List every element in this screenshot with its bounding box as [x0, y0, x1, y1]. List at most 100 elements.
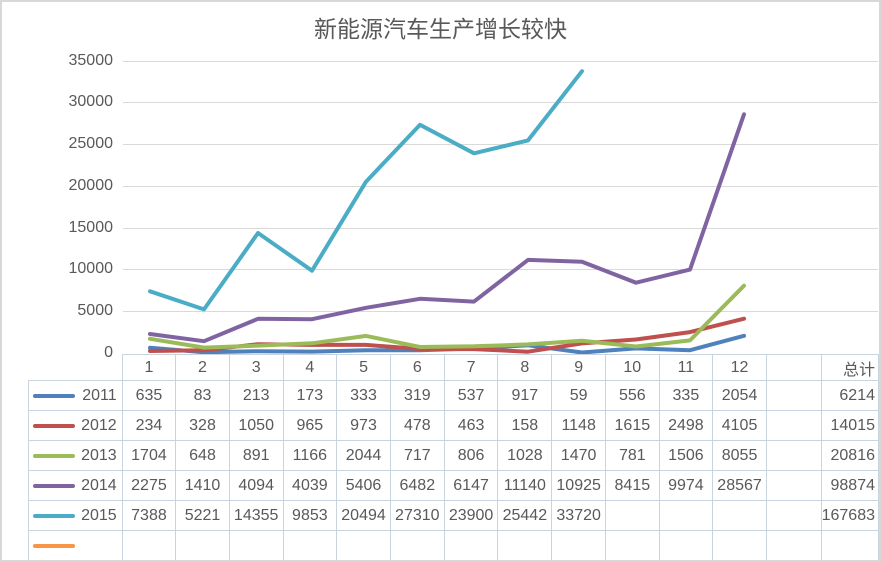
table-cell: 59	[551, 380, 607, 411]
table-cell: 1410	[175, 470, 230, 501]
table-cell: 328	[175, 410, 230, 441]
table-cell: 33720	[551, 500, 607, 531]
chart-data-table: 1 2 3 4 5 6 7 8 9 10 11 12 总计 2011 635 83 213 173 333 319 53…	[28, 354, 879, 560]
y-axis-tick-label: 0	[104, 344, 113, 361]
table-cell: 8415	[605, 470, 660, 501]
table-col-header: 1	[121, 354, 177, 381]
table-cell: 1704	[121, 440, 177, 471]
table-row	[28, 530, 879, 560]
table-cell: 4094	[228, 470, 284, 501]
table-row: 2011 635 83 213 173 333 319 537 917 59 556 335 2054 6…	[28, 380, 879, 411]
table-cell: 463	[443, 410, 499, 441]
y-axis-tick-label: 20000	[68, 176, 114, 194]
table-row: 2013 1704 648 891 1166 2044 717 806 1028 1470 781 1…	[28, 440, 879, 471]
table-cell	[712, 500, 767, 531]
table-cell-total: 14015	[820, 410, 879, 441]
table-cell: 965	[282, 410, 338, 441]
table-cell: 335	[658, 380, 714, 411]
table-cell: 1028	[497, 440, 553, 471]
table-cell: 556	[605, 380, 660, 411]
table-cell: 1050	[228, 410, 284, 441]
table-cell	[497, 530, 553, 560]
table-cell: 1166	[282, 440, 338, 471]
table-cell: 27310	[389, 500, 445, 531]
table-col-header: 5	[336, 354, 391, 381]
table-cell	[228, 530, 284, 560]
table-col-header: 8	[497, 354, 553, 381]
table-cell: 9853	[282, 500, 338, 531]
table-cell-total	[820, 530, 879, 560]
table-cell: 234	[121, 410, 177, 441]
table-cell: 9974	[658, 470, 714, 501]
series-line-2015	[148, 69, 584, 312]
table-cell	[282, 530, 338, 560]
table-cell: 2044	[336, 440, 391, 471]
y-axis-tick-label: 15000	[68, 218, 114, 236]
table-cell: 6147	[443, 470, 499, 501]
table-cell: 7388	[121, 500, 177, 531]
table-cell: 213	[228, 380, 284, 411]
table-col-header: 12	[712, 354, 767, 381]
table-cell	[658, 530, 714, 560]
table-cell-total: 20816	[820, 440, 879, 471]
legend-cell: 2013	[28, 440, 123, 471]
table-cell: 478	[389, 410, 445, 441]
table-cell: 1470	[551, 440, 607, 471]
y-axis-tick-label: 25000	[68, 135, 114, 153]
table-col-header: 11	[658, 354, 714, 381]
table-cell	[712, 530, 767, 560]
table-cell: 20494	[336, 500, 391, 531]
table-cell: 2275	[121, 470, 177, 501]
table-cell: 173	[282, 380, 338, 411]
table-cell	[658, 500, 714, 531]
table-cell	[336, 530, 391, 560]
legend-cell	[28, 530, 123, 560]
table-col-header: 7	[443, 354, 499, 381]
table-cell: 1615	[605, 410, 660, 441]
series-name: 2012	[81, 416, 117, 434]
table-cell: 635	[121, 380, 177, 411]
legend-cell: 2015	[28, 500, 123, 531]
table-col-header: 6	[389, 354, 445, 381]
table-col-header: 3	[228, 354, 284, 381]
table-cell: 4105	[712, 410, 767, 441]
legend-key-icon	[33, 453, 75, 458]
legend-key-icon	[33, 543, 75, 548]
table-cell: 917	[497, 380, 553, 411]
table-col-header	[765, 354, 822, 381]
total-column-header: 总计	[820, 354, 879, 381]
series-line-2014	[148, 112, 746, 344]
table-header-row: 1 2 3 4 5 6 7 8 9 10 11 12 总计	[29, 354, 879, 381]
table-cell: 25442	[497, 500, 553, 531]
table-row: 2015 7388 5221 14355 9853 20494 27310 23900 2544…	[28, 500, 879, 531]
table-cell: 973	[336, 410, 391, 441]
table-cell-total: 6214	[820, 380, 879, 411]
table-cell: 28567	[712, 470, 767, 501]
table-cell: 158	[497, 410, 553, 441]
table-cell	[605, 530, 660, 560]
table-cell-empty	[765, 500, 822, 531]
table-cell-empty	[765, 530, 822, 560]
table-cell: 2054	[712, 380, 767, 411]
legend-key-icon	[33, 513, 75, 518]
table-row: 2014 2275 1410 4094 4039 5406 6482 6147 11140 109…	[28, 470, 879, 501]
table-cell: 11140	[497, 470, 553, 501]
legend-column-spacer	[29, 355, 123, 381]
table-cell: 10925	[551, 470, 607, 501]
legend-key-icon	[33, 423, 75, 428]
legend-cell: 2011	[28, 380, 123, 411]
table-cell: 319	[389, 380, 445, 411]
table-cell: 1506	[658, 440, 714, 471]
table-cell	[175, 530, 230, 560]
y-axis-tick-label: 5000	[77, 302, 113, 320]
table-cell: 5221	[175, 500, 230, 531]
table-cell: 2498	[658, 410, 714, 441]
series-name: 2015	[81, 506, 117, 524]
series-name: 2014	[81, 476, 117, 494]
table-cell-empty	[765, 380, 822, 411]
table-col-header: 10	[605, 354, 660, 381]
table-cell: 83	[175, 380, 230, 411]
table-cell: 806	[443, 440, 499, 471]
